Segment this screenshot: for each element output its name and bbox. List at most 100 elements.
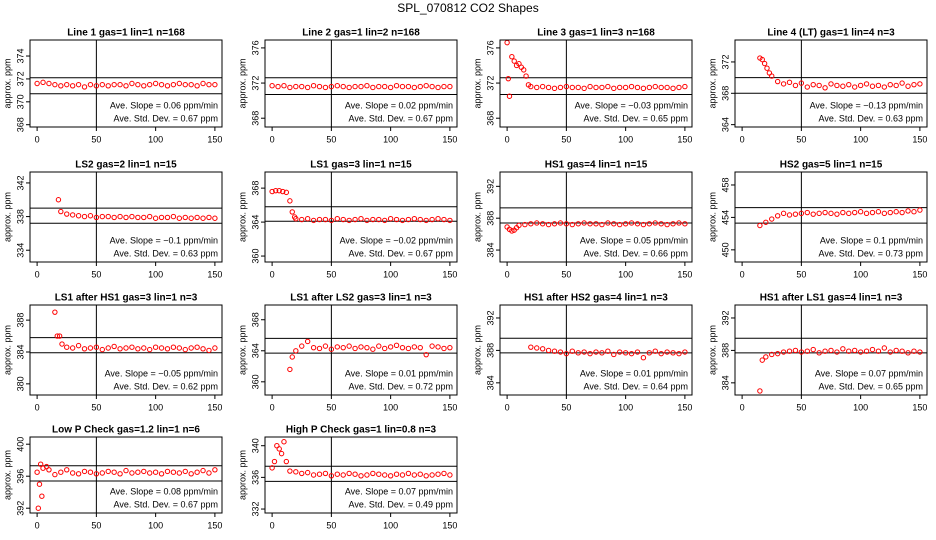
point <box>352 83 358 90</box>
point <box>557 84 564 91</box>
point <box>299 343 305 349</box>
point <box>129 470 135 476</box>
point <box>911 348 917 354</box>
plot-frame <box>734 304 928 396</box>
panel: Line 4 (LT) gas=1 lin=4 n=3 approx. ppm36… <box>707 28 928 144</box>
point <box>792 211 799 217</box>
point <box>272 187 279 194</box>
point <box>93 471 100 477</box>
annotation: Ave. Slope = 0.08 ppm/min <box>110 486 218 496</box>
point <box>545 347 552 354</box>
point <box>147 213 153 220</box>
point <box>822 209 828 216</box>
point <box>111 343 117 350</box>
x-tick-label: 100 <box>383 269 398 279</box>
x-tick-label: 50 <box>91 269 101 279</box>
point <box>93 214 100 221</box>
point <box>763 219 769 225</box>
y-tick-label: 388 <box>485 343 495 358</box>
annotation: Ave. Slope = −0.03 ppm/min <box>575 100 688 110</box>
y-tick-label: 332 <box>250 502 260 517</box>
point <box>310 217 317 224</box>
point <box>816 210 822 217</box>
x-tick-label: 50 <box>91 520 101 530</box>
x-tick-label: 50 <box>561 134 571 144</box>
y-axis-label: approx. ppm <box>2 192 12 242</box>
point <box>774 350 781 357</box>
point <box>593 349 599 355</box>
point <box>539 346 546 352</box>
point <box>611 221 617 227</box>
point <box>364 472 370 478</box>
y-tick-label: 392 <box>15 501 25 516</box>
point <box>399 217 406 224</box>
point <box>206 81 212 88</box>
point <box>816 350 822 356</box>
point <box>528 221 534 227</box>
y-axis-label: approx. ppm <box>707 192 717 242</box>
y-tick-label: 388 <box>15 313 25 328</box>
point <box>834 349 840 355</box>
point <box>605 348 611 354</box>
y-tick-label: 338 <box>15 209 25 224</box>
y-axis-label: approx. ppm <box>472 325 482 375</box>
x-tick-label: 100 <box>148 269 163 279</box>
point <box>764 65 770 71</box>
point <box>135 469 141 475</box>
x-tick-label: 0 <box>35 269 40 279</box>
point <box>875 209 882 215</box>
point <box>810 346 816 353</box>
point <box>522 221 528 228</box>
point <box>622 84 629 91</box>
x-tick-label: 100 <box>618 134 633 144</box>
point <box>54 333 60 339</box>
point <box>56 333 63 339</box>
point <box>435 344 441 350</box>
x-tick-label: 100 <box>383 134 398 144</box>
point <box>581 220 587 226</box>
y-tick-label: 364 <box>250 343 260 358</box>
point <box>200 80 206 87</box>
x-tick-label: 0 <box>270 269 275 279</box>
point <box>852 347 858 354</box>
point <box>81 346 88 352</box>
point <box>334 471 340 477</box>
point <box>676 220 682 226</box>
annotation: Ave. Slope = −0.02 ppm/min <box>340 235 453 245</box>
y-axis-label: approx. ppm <box>707 58 717 108</box>
point <box>563 350 570 357</box>
point <box>447 344 453 351</box>
point <box>364 82 370 89</box>
point <box>405 83 412 90</box>
annotation: Ave. Std. Dev. = 0.62 ppm <box>114 381 218 391</box>
point <box>875 82 882 89</box>
point <box>798 80 805 86</box>
point <box>399 83 406 90</box>
point <box>322 343 329 349</box>
point <box>551 348 558 354</box>
point <box>786 79 793 86</box>
point <box>117 471 123 477</box>
point <box>682 349 688 355</box>
x-tick-label: 50 <box>796 269 806 279</box>
y-tick-label: 372 <box>485 76 495 91</box>
point <box>158 81 165 88</box>
point <box>182 468 188 475</box>
point <box>611 85 617 92</box>
point <box>352 345 358 352</box>
point <box>200 467 206 474</box>
point <box>299 83 305 90</box>
panel-title: Line 2 gas=1 lin=2 n=168 <box>302 28 420 39</box>
x-tick-label: 0 <box>35 520 40 530</box>
point <box>275 83 281 90</box>
point <box>840 346 846 352</box>
point <box>563 221 570 227</box>
point <box>441 470 447 477</box>
point <box>810 81 816 88</box>
point <box>447 83 453 90</box>
point <box>158 214 165 221</box>
point <box>769 351 775 358</box>
point <box>804 84 810 90</box>
x-tick-label: 150 <box>442 402 457 412</box>
x-tick-label: 0 <box>505 134 510 144</box>
